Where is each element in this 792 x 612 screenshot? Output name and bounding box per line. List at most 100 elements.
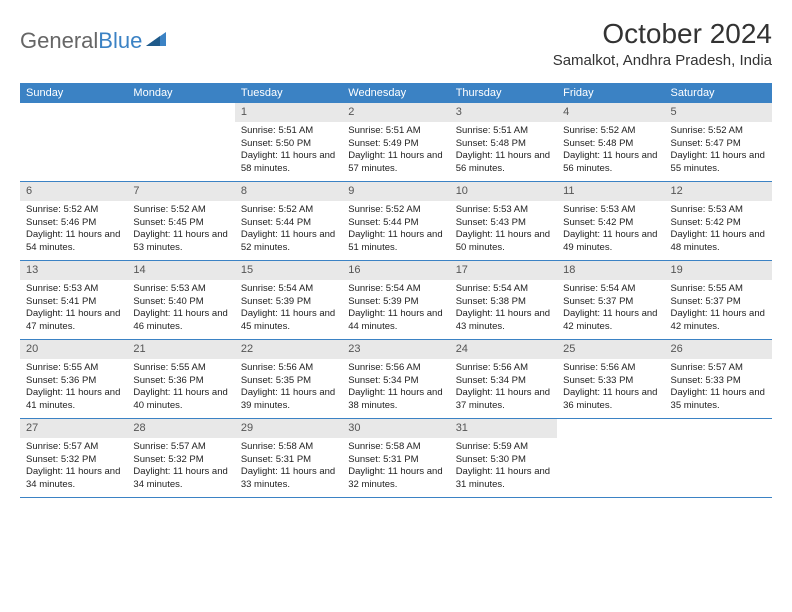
day-number: 31 (450, 419, 557, 438)
day-body: Sunrise: 5:54 AMSunset: 5:37 PMDaylight:… (557, 280, 664, 338)
sunset-text: Sunset: 5:44 PM (241, 217, 336, 230)
day-number (557, 419, 664, 438)
sunset-text: Sunset: 5:48 PM (456, 138, 551, 151)
logo: GeneralBlue (20, 28, 168, 54)
week-row: 27Sunrise: 5:57 AMSunset: 5:32 PMDayligh… (20, 419, 772, 498)
daylight-text: Daylight: 11 hours and 32 minutes. (348, 466, 443, 492)
sunrise-text: Sunrise: 5:56 AM (241, 362, 336, 375)
day-body: Sunrise: 5:53 AMSunset: 5:41 PMDaylight:… (20, 280, 127, 338)
calendar: SundayMondayTuesdayWednesdayThursdayFrid… (20, 83, 772, 498)
day-body: Sunrise: 5:51 AMSunset: 5:48 PMDaylight:… (450, 122, 557, 180)
day-number: 12 (665, 182, 772, 201)
day-body: Sunrise: 5:56 AMSunset: 5:34 PMDaylight:… (342, 359, 449, 417)
sunrise-text: Sunrise: 5:52 AM (133, 204, 228, 217)
day-cell (127, 103, 234, 181)
daylight-text: Daylight: 11 hours and 40 minutes. (133, 387, 228, 413)
day-cell: 22Sunrise: 5:56 AMSunset: 5:35 PMDayligh… (235, 340, 342, 418)
month-title: October 2024 (553, 18, 772, 50)
daylight-text: Daylight: 11 hours and 37 minutes. (456, 387, 551, 413)
day-cell: 16Sunrise: 5:54 AMSunset: 5:39 PMDayligh… (342, 261, 449, 339)
sunset-text: Sunset: 5:47 PM (671, 138, 766, 151)
weekday-header: Sunday (20, 83, 127, 103)
logo-text-blue: Blue (98, 28, 142, 54)
day-body: Sunrise: 5:52 AMSunset: 5:46 PMDaylight:… (20, 201, 127, 259)
day-cell: 20Sunrise: 5:55 AMSunset: 5:36 PMDayligh… (20, 340, 127, 418)
daylight-text: Daylight: 11 hours and 45 minutes. (241, 308, 336, 334)
day-number: 29 (235, 419, 342, 438)
day-number: 10 (450, 182, 557, 201)
day-body: Sunrise: 5:56 AMSunset: 5:35 PMDaylight:… (235, 359, 342, 417)
day-number (665, 419, 772, 438)
day-body: Sunrise: 5:57 AMSunset: 5:33 PMDaylight:… (665, 359, 772, 417)
day-number: 18 (557, 261, 664, 280)
sunset-text: Sunset: 5:50 PM (241, 138, 336, 151)
sunset-text: Sunset: 5:33 PM (563, 375, 658, 388)
day-body: Sunrise: 5:51 AMSunset: 5:50 PMDaylight:… (235, 122, 342, 180)
sunset-text: Sunset: 5:49 PM (348, 138, 443, 151)
week-row: 6Sunrise: 5:52 AMSunset: 5:46 PMDaylight… (20, 182, 772, 261)
day-cell: 24Sunrise: 5:56 AMSunset: 5:34 PMDayligh… (450, 340, 557, 418)
daylight-text: Daylight: 11 hours and 54 minutes. (26, 229, 121, 255)
day-number: 26 (665, 340, 772, 359)
day-number: 30 (342, 419, 449, 438)
day-cell: 17Sunrise: 5:54 AMSunset: 5:38 PMDayligh… (450, 261, 557, 339)
sunrise-text: Sunrise: 5:52 AM (241, 204, 336, 217)
sunrise-text: Sunrise: 5:54 AM (241, 283, 336, 296)
day-body: Sunrise: 5:51 AMSunset: 5:49 PMDaylight:… (342, 122, 449, 180)
location: Samalkot, Andhra Pradesh, India (553, 52, 772, 69)
sunset-text: Sunset: 5:36 PM (26, 375, 121, 388)
sunrise-text: Sunrise: 5:55 AM (671, 283, 766, 296)
sunrise-text: Sunrise: 5:52 AM (26, 204, 121, 217)
day-body: Sunrise: 5:54 AMSunset: 5:39 PMDaylight:… (342, 280, 449, 338)
week-row: 20Sunrise: 5:55 AMSunset: 5:36 PMDayligh… (20, 340, 772, 419)
day-cell (665, 419, 772, 497)
weeks-container: 1Sunrise: 5:51 AMSunset: 5:50 PMDaylight… (20, 103, 772, 498)
sunrise-text: Sunrise: 5:54 AM (348, 283, 443, 296)
day-cell: 25Sunrise: 5:56 AMSunset: 5:33 PMDayligh… (557, 340, 664, 418)
day-number: 27 (20, 419, 127, 438)
day-number: 28 (127, 419, 234, 438)
sunrise-text: Sunrise: 5:53 AM (133, 283, 228, 296)
day-body: Sunrise: 5:55 AMSunset: 5:36 PMDaylight:… (127, 359, 234, 417)
sunrise-text: Sunrise: 5:53 AM (563, 204, 658, 217)
day-body: Sunrise: 5:58 AMSunset: 5:31 PMDaylight:… (235, 438, 342, 496)
day-number: 20 (20, 340, 127, 359)
daylight-text: Daylight: 11 hours and 51 minutes. (348, 229, 443, 255)
day-number: 1 (235, 103, 342, 122)
logo-text-gray: General (20, 28, 98, 54)
daylight-text: Daylight: 11 hours and 42 minutes. (563, 308, 658, 334)
week-row: 1Sunrise: 5:51 AMSunset: 5:50 PMDaylight… (20, 103, 772, 182)
day-cell: 28Sunrise: 5:57 AMSunset: 5:32 PMDayligh… (127, 419, 234, 497)
day-body: Sunrise: 5:52 AMSunset: 5:44 PMDaylight:… (342, 201, 449, 259)
day-cell (557, 419, 664, 497)
day-cell: 30Sunrise: 5:58 AMSunset: 5:31 PMDayligh… (342, 419, 449, 497)
day-cell: 4Sunrise: 5:52 AMSunset: 5:48 PMDaylight… (557, 103, 664, 181)
sunrise-text: Sunrise: 5:58 AM (241, 441, 336, 454)
daylight-text: Daylight: 11 hours and 42 minutes. (671, 308, 766, 334)
day-body: Sunrise: 5:56 AMSunset: 5:33 PMDaylight:… (557, 359, 664, 417)
weekday-header: Monday (127, 83, 234, 103)
day-cell: 7Sunrise: 5:52 AMSunset: 5:45 PMDaylight… (127, 182, 234, 260)
sunset-text: Sunset: 5:30 PM (456, 454, 551, 467)
day-number: 25 (557, 340, 664, 359)
sunset-text: Sunset: 5:37 PM (671, 296, 766, 309)
daylight-text: Daylight: 11 hours and 34 minutes. (26, 466, 121, 492)
day-cell (20, 103, 127, 181)
daylight-text: Daylight: 11 hours and 31 minutes. (456, 466, 551, 492)
day-cell: 10Sunrise: 5:53 AMSunset: 5:43 PMDayligh… (450, 182, 557, 260)
day-body: Sunrise: 5:57 AMSunset: 5:32 PMDaylight:… (127, 438, 234, 496)
sunset-text: Sunset: 5:31 PM (348, 454, 443, 467)
day-number: 3 (450, 103, 557, 122)
day-number: 21 (127, 340, 234, 359)
day-body: Sunrise: 5:53 AMSunset: 5:42 PMDaylight:… (557, 201, 664, 259)
weekday-header-row: SundayMondayTuesdayWednesdayThursdayFrid… (20, 83, 772, 103)
logo-triangle-icon (146, 30, 168, 48)
sunset-text: Sunset: 5:46 PM (26, 217, 121, 230)
sunset-text: Sunset: 5:37 PM (563, 296, 658, 309)
daylight-text: Daylight: 11 hours and 57 minutes. (348, 150, 443, 176)
day-number: 2 (342, 103, 449, 122)
day-cell: 12Sunrise: 5:53 AMSunset: 5:42 PMDayligh… (665, 182, 772, 260)
day-body: Sunrise: 5:55 AMSunset: 5:36 PMDaylight:… (20, 359, 127, 417)
sunset-text: Sunset: 5:41 PM (26, 296, 121, 309)
day-cell: 19Sunrise: 5:55 AMSunset: 5:37 PMDayligh… (665, 261, 772, 339)
